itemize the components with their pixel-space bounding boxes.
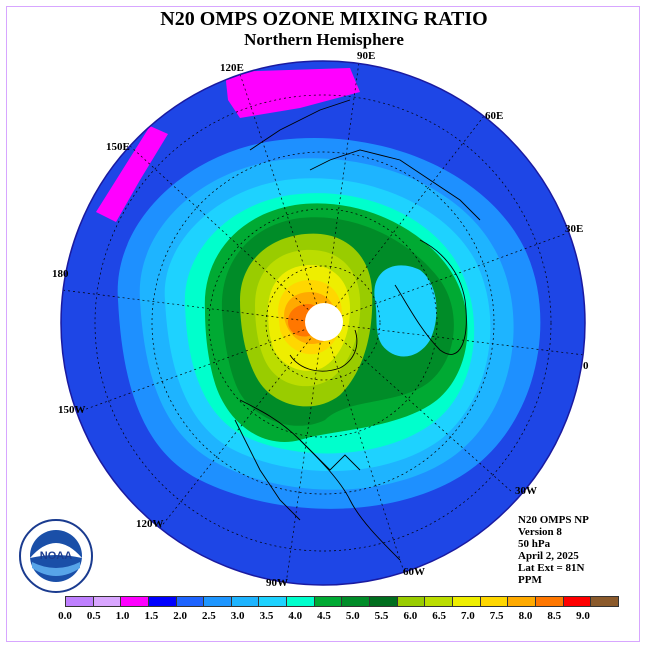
colorbar-tick-label: 4.5 bbox=[317, 610, 331, 622]
colorbar-swatch bbox=[120, 596, 149, 607]
colorbar-swatch bbox=[369, 596, 398, 607]
colorbar-tick-label: 5.0 bbox=[345, 610, 360, 622]
info-date: April 2, 2025 bbox=[518, 550, 579, 562]
noaa-logo: NOAA bbox=[19, 519, 93, 593]
colorbar-swatch bbox=[258, 596, 288, 607]
info-product: N20 OMPS NP bbox=[518, 514, 589, 526]
ozone-contour-low-magenta bbox=[225, 68, 360, 118]
lon-label-150w: 150W bbox=[58, 404, 86, 416]
colorbar-tick-label: 1.5 bbox=[144, 610, 159, 622]
info-lat-ext: Lat Ext = 81N bbox=[518, 562, 585, 574]
colorbar-tick-label: 8.5 bbox=[547, 610, 562, 622]
polar-data-gap bbox=[305, 303, 343, 341]
plot-frame bbox=[6, 6, 640, 642]
colorbar-tick-label: 2.5 bbox=[202, 610, 216, 622]
colorbar-tick-label: 0.5 bbox=[86, 610, 101, 622]
colorbar-swatch bbox=[286, 596, 315, 607]
colorbar-tick-label: 3.5 bbox=[259, 610, 274, 622]
colorbar-swatch bbox=[396, 596, 426, 607]
info-level: 50 hPa bbox=[518, 538, 551, 550]
lon-label-90w: 90W bbox=[266, 577, 288, 589]
colorbar-tick-label: 6.5 bbox=[432, 610, 446, 622]
coastlines bbox=[234, 99, 481, 561]
lon-label-0: 0 bbox=[583, 360, 589, 372]
colorbar-swatch bbox=[147, 596, 177, 607]
map-subtitle: Northern Hemisphere bbox=[244, 30, 404, 49]
ozone-contour-atlantic-low bbox=[374, 265, 437, 357]
lon-label-150e: 150E bbox=[106, 141, 130, 153]
lon-label-180: 180 bbox=[52, 268, 69, 280]
lon-label-120w: 120W bbox=[136, 518, 164, 530]
colorbar-swatch bbox=[424, 596, 453, 607]
colorbar-swatch bbox=[313, 596, 343, 607]
colorbar-swatch bbox=[175, 596, 205, 607]
info-version: Version 8 bbox=[518, 526, 562, 538]
lon-label-90e: 90E bbox=[357, 50, 376, 62]
colorbar-tick-label: 6.0 bbox=[403, 610, 418, 622]
colorbar-swatch bbox=[203, 596, 232, 607]
colorbar-swatch bbox=[534, 596, 564, 607]
colorbar-tick-label: 5.5 bbox=[374, 610, 389, 622]
colorbar-tick-label: 8.0 bbox=[518, 610, 533, 622]
colorbar-swatch bbox=[507, 596, 536, 607]
graticule bbox=[61, 61, 585, 585]
colorbar-swatch bbox=[92, 596, 122, 607]
colorbar-tick-label: 2.0 bbox=[173, 610, 187, 622]
lon-label-60e: 60E bbox=[485, 110, 504, 122]
noaa-logo-text: NOAA bbox=[40, 550, 72, 562]
lon-label-30w: 30W bbox=[515, 485, 537, 497]
colorbar-swatch bbox=[65, 596, 94, 607]
colorbar-tick-label: 7.5 bbox=[489, 610, 504, 622]
colorbar-swatch bbox=[479, 596, 509, 607]
lon-label-60w: 60W bbox=[403, 566, 425, 578]
colorbar-swatch bbox=[562, 596, 592, 607]
ozone-contour-low-magenta-2 bbox=[96, 126, 168, 222]
colorbar-swatch bbox=[341, 596, 371, 607]
info-panel: N20 OMPS NP Version 8 50 hPa April 2, 20… bbox=[518, 514, 589, 586]
colorbar-tick-label: 1.0 bbox=[115, 610, 130, 622]
colorbar-tick-label: 9.0 bbox=[576, 610, 590, 622]
colorbar-tick-label: 3.0 bbox=[230, 610, 245, 622]
lon-label-120e: 120E bbox=[220, 62, 244, 74]
colorbar-tick-label: 7.0 bbox=[461, 610, 475, 622]
colorbar-swatch bbox=[451, 596, 481, 607]
map-boundary bbox=[60, 60, 586, 586]
colorbar-tick-label: 0.0 bbox=[58, 610, 72, 622]
map-title: N20 OMPS OZONE MIXING RATIO bbox=[160, 8, 488, 30]
info-units: PPM bbox=[518, 574, 542, 586]
colorbar-swatch bbox=[230, 596, 260, 607]
colorbar-swatch bbox=[590, 596, 619, 607]
lon-label-30e: 30E bbox=[565, 223, 584, 235]
colorbar-tick-label: 4.0 bbox=[288, 610, 303, 622]
colorbar bbox=[65, 596, 619, 607]
